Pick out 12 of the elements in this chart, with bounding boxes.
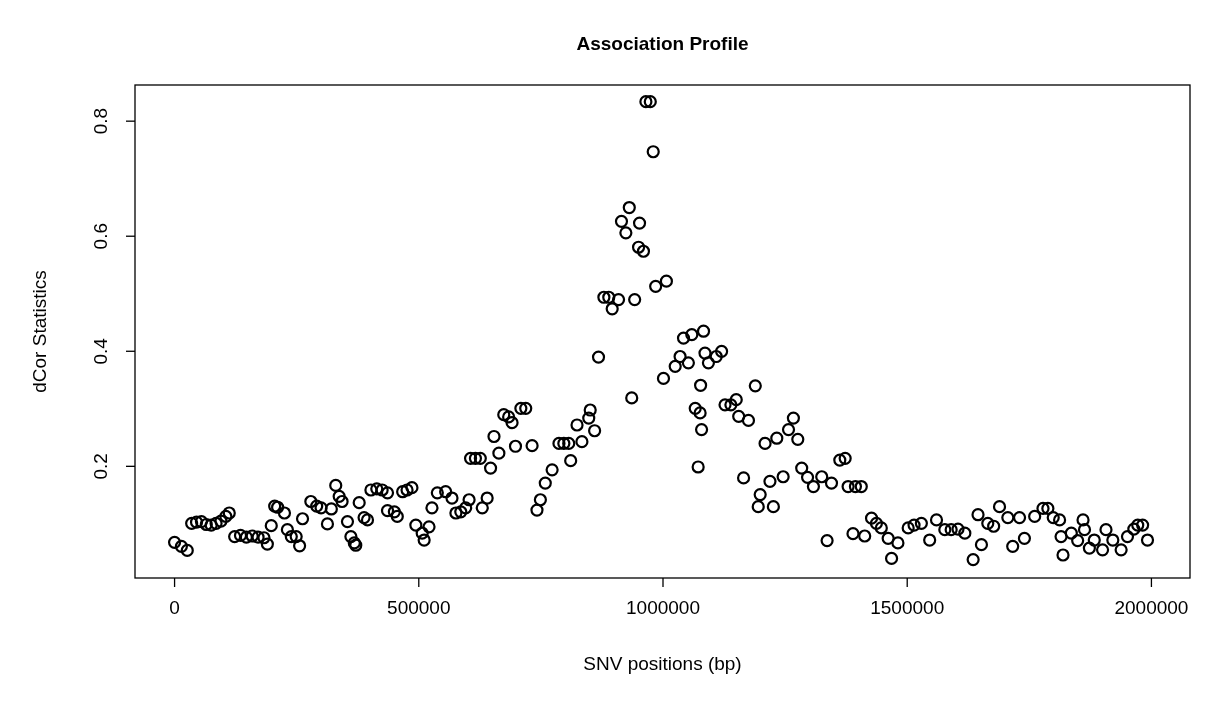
x-tick-label: 2000000 — [1114, 597, 1189, 619]
y-tick-label: 0.2 — [90, 453, 111, 480]
y-tick-label: 0.4 — [90, 337, 111, 365]
y-axis-title: dCor Statistics — [29, 270, 50, 393]
x-axis-title: SNV positions (bp) — [583, 653, 742, 674]
x-tick-label: 500000 — [387, 597, 451, 619]
x-tick-label: 1500000 — [870, 597, 945, 619]
y-tick-label: 0.6 — [90, 223, 111, 250]
x-tick-label: 0 — [169, 597, 180, 619]
chart-title: Association Profile — [576, 33, 749, 54]
y-tick-label: 0.8 — [90, 107, 111, 135]
x-tick-label: 1000000 — [626, 597, 700, 619]
